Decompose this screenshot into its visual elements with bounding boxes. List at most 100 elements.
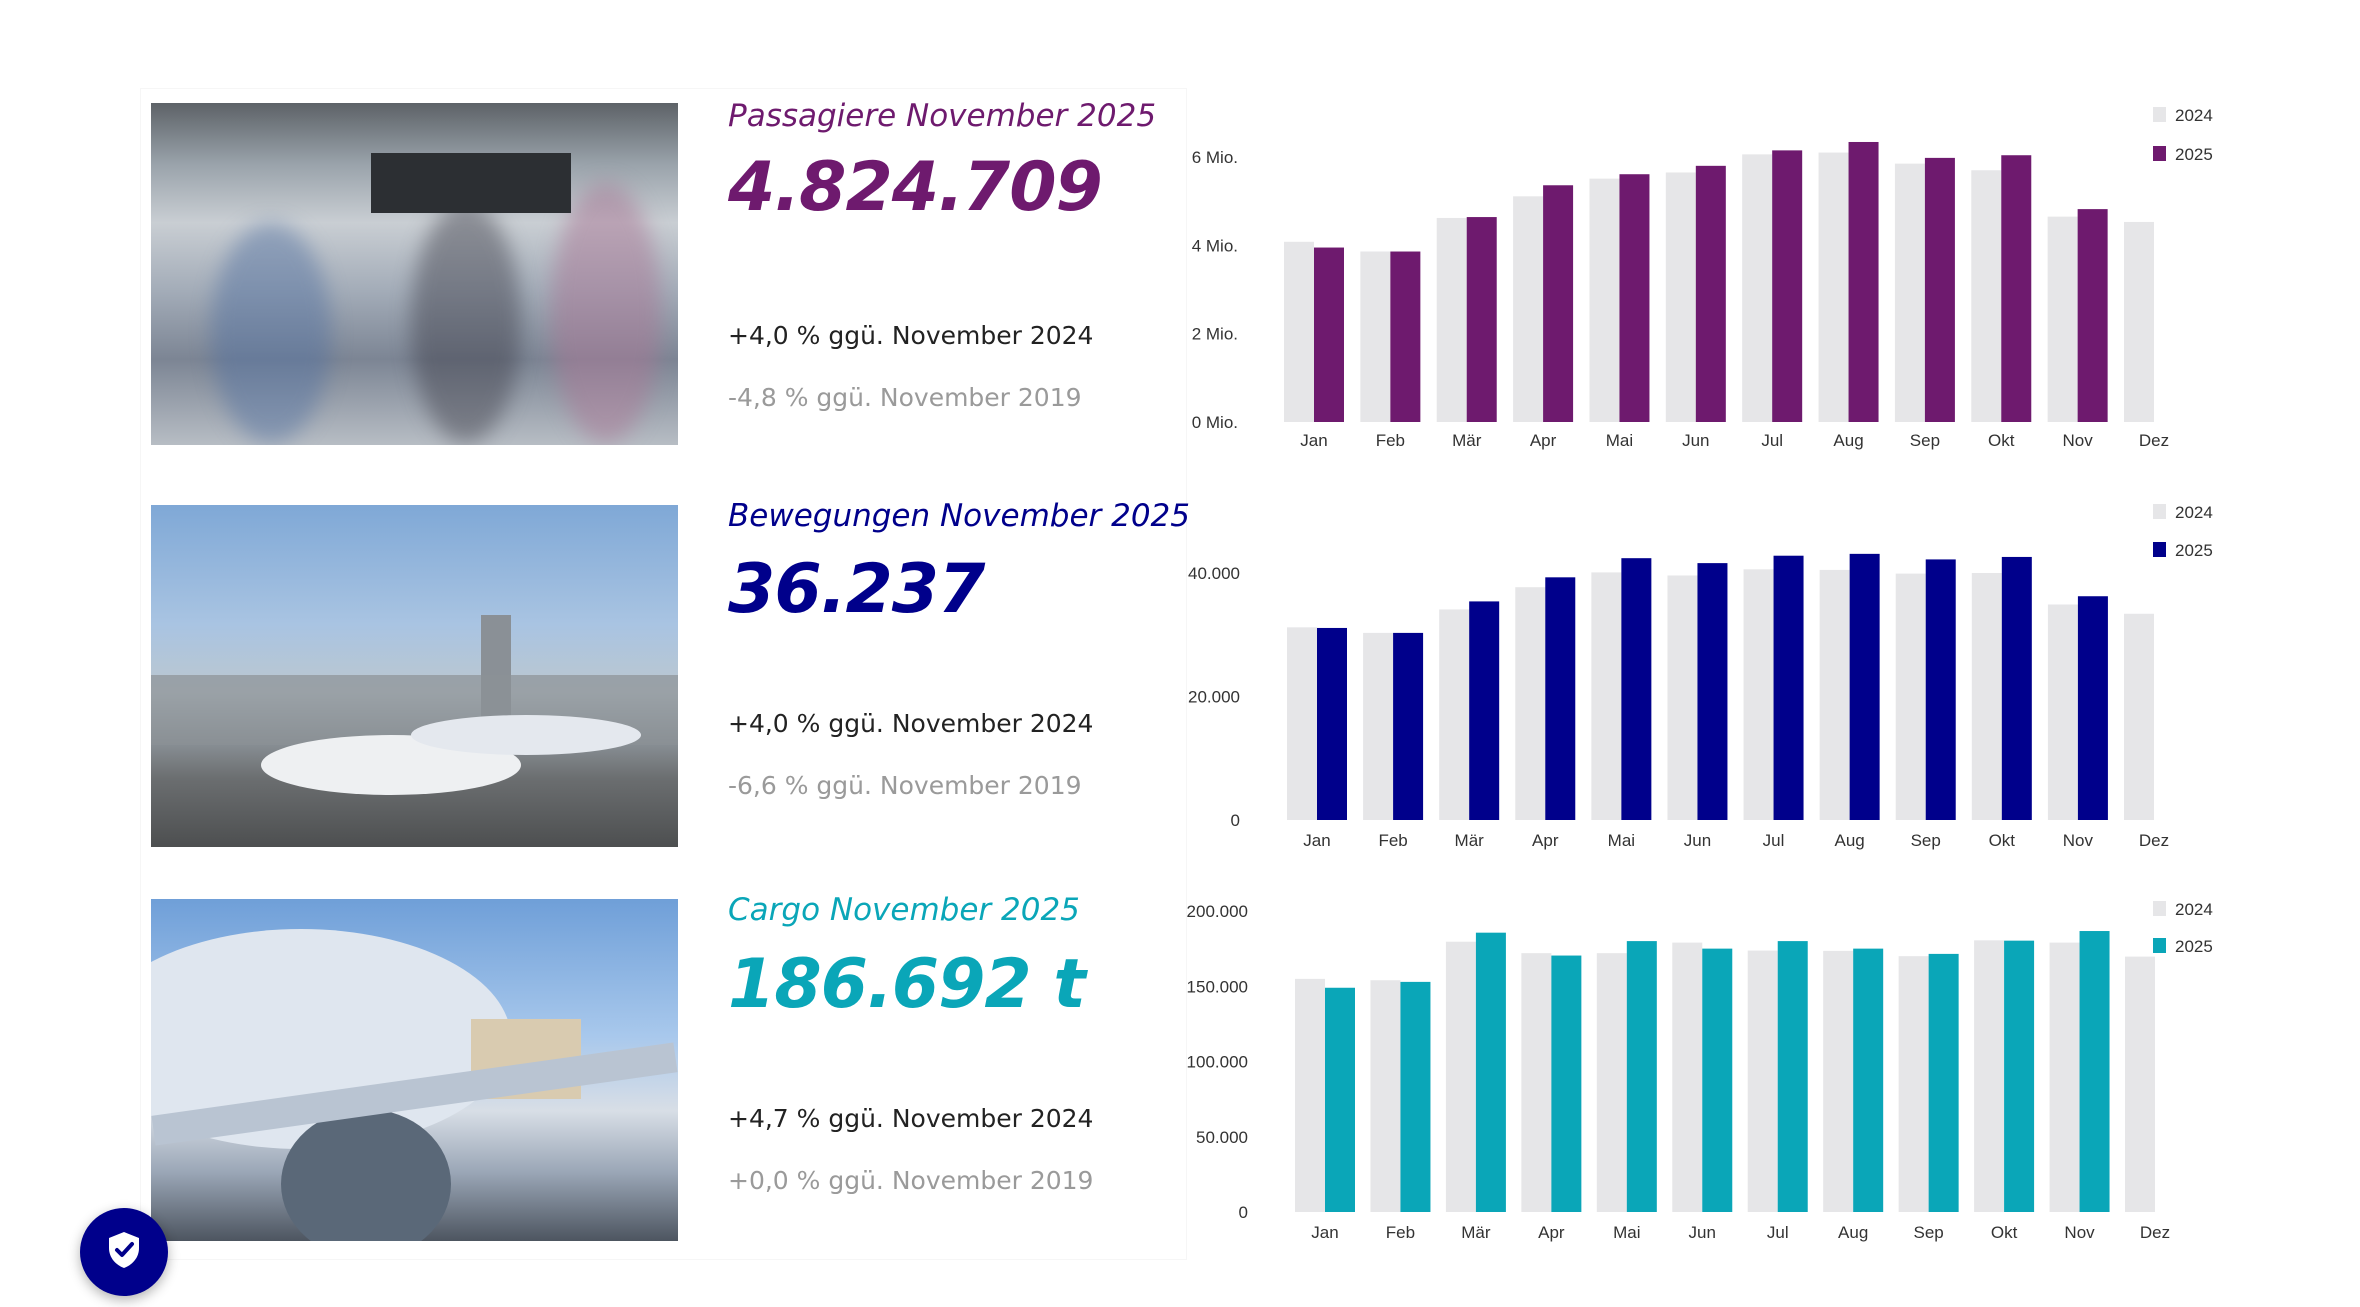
- bar-2025-Apr: [1551, 955, 1582, 1212]
- x-tick-label: Okt: [1991, 1223, 2018, 1242]
- bar-2025-Sep: [1924, 157, 1955, 422]
- bar-2024-Sep: [1895, 573, 1926, 820]
- bar-2024-Aug: [1819, 569, 1850, 820]
- bar-2025-Jul: [1777, 941, 1808, 1212]
- section-title-passengers: Passagiere November 2025: [728, 98, 1157, 134]
- bar-2025-Mai: [1621, 558, 1652, 820]
- bar-2024-Jul: [1747, 950, 1778, 1212]
- bar-2024-Jul: [1742, 154, 1773, 422]
- bar-2025-Jul: [1772, 150, 1803, 422]
- y-tick-label: 100.000: [1187, 1053, 1248, 1072]
- bar-2024-Feb: [1363, 632, 1394, 820]
- bar-2025-Feb: [1393, 632, 1424, 820]
- bar-2025-Apr: [1545, 577, 1576, 820]
- bar-2024-Mär: [1436, 217, 1467, 422]
- x-tick-label: Jul: [1763, 831, 1785, 850]
- bar-2024-Jan: [1295, 978, 1325, 1212]
- bar-2025-Jun: [1697, 563, 1728, 820]
- bar-2025-Jun: [1695, 165, 1726, 423]
- bar-2025-Mär: [1466, 217, 1497, 422]
- bar-2024-Apr: [1513, 196, 1544, 422]
- y-tick-label: 50.000: [1196, 1128, 1248, 1147]
- passengers-terminal-photo: [151, 103, 678, 445]
- bar-2025-Okt: [2001, 155, 2032, 422]
- x-tick-label: Jan: [1303, 831, 1330, 850]
- x-tick-label: Jul: [1761, 431, 1783, 450]
- y-tick-label: 4 Mio.: [1192, 236, 1238, 255]
- x-tick-label: Dez: [2139, 431, 2169, 450]
- x-tick-label: Apr: [1530, 431, 1557, 450]
- bar-2024-Jan: [1284, 241, 1314, 422]
- y-tick-label: 0 Mio.: [1192, 413, 1238, 432]
- x-tick-label: Jan: [1300, 431, 1327, 450]
- legend-label-2025: 2025: [2175, 937, 2213, 956]
- x-tick-label: Sep: [1914, 1223, 1944, 1242]
- x-tick-label: Mai: [1606, 431, 1633, 450]
- x-tick-label: Jun: [1689, 1223, 1716, 1242]
- y-tick-label: 0: [1239, 1203, 1248, 1222]
- x-tick-label: Nov: [2063, 831, 2094, 850]
- bar-2024-Okt: [1971, 170, 2002, 422]
- bar-2025-Jan: [1314, 247, 1344, 422]
- cmp-2019-cargo: +0,0 % ggü. November 2019: [728, 1166, 1094, 1195]
- bar-2024-Jun: [1667, 575, 1698, 820]
- bar-2024-Nov: [2049, 942, 2080, 1212]
- legend-swatch-2025: [2153, 542, 2166, 557]
- x-tick-label: Feb: [1386, 1223, 1415, 1242]
- bar-2024-Okt: [1971, 573, 2002, 820]
- bar-2024-Apr: [1521, 953, 1552, 1212]
- bar-2024-Mär: [1445, 941, 1476, 1212]
- x-tick-label: Okt: [1988, 431, 2015, 450]
- kpi-panel: [140, 88, 1187, 1260]
- legend-label-2025: 2025: [2175, 541, 2213, 560]
- x-tick-label: Mai: [1613, 1223, 1640, 1242]
- bar-2024-Aug: [1823, 950, 1854, 1212]
- privacy-settings-button[interactable]: [80, 1208, 168, 1296]
- cmp-prev-year-passengers: +4,0 % ggü. November 2024: [728, 321, 1094, 350]
- x-tick-label: Jun: [1684, 831, 1711, 850]
- y-tick-label: 0: [1231, 811, 1240, 830]
- bar-2025-Okt: [2001, 556, 2032, 820]
- x-tick-label: Feb: [1376, 431, 1405, 450]
- legend-swatch-2024: [2153, 107, 2166, 122]
- bar-2024-Mai: [1596, 953, 1627, 1212]
- bar-2024-Feb: [1360, 251, 1391, 422]
- bar-2024-Dez: [2124, 613, 2154, 820]
- x-tick-label: Mai: [1608, 831, 1635, 850]
- bar-2025-Feb: [1390, 251, 1421, 422]
- x-tick-label: Mär: [1452, 431, 1482, 450]
- kpi-value-cargo: 186.692 t: [728, 945, 1086, 1024]
- x-tick-label: Dez: [2139, 831, 2169, 850]
- bar-2025-Aug: [1848, 141, 1879, 422]
- bar-2024-Dez: [2124, 221, 2154, 422]
- bar-2024-Sep: [1894, 163, 1925, 422]
- bar-2024-Jan: [1287, 627, 1317, 820]
- x-tick-label: Okt: [1989, 831, 2016, 850]
- x-tick-label: Nov: [2064, 1223, 2095, 1242]
- bar-2025-Sep: [1925, 559, 1956, 820]
- bar-2025-Jun: [1702, 948, 1733, 1212]
- bar-2025-Okt: [2004, 940, 2035, 1212]
- bar-2025-Aug: [1849, 553, 1880, 820]
- cmp-prev-year-cargo: +4,7 % ggü. November 2024: [728, 1104, 1094, 1133]
- bar-2025-Mär: [1469, 601, 1500, 820]
- bar-2025-Aug: [1853, 948, 1884, 1212]
- bar-2025-Mai: [1626, 941, 1657, 1212]
- x-tick-label: Sep: [1910, 431, 1940, 450]
- legend-label-2024: 2024: [2175, 106, 2213, 125]
- legend-swatch-2025: [2153, 938, 2166, 953]
- x-tick-label: Sep: [1911, 831, 1941, 850]
- bar-2025-Nov: [2079, 931, 2110, 1212]
- bar-2024-Jun: [1672, 942, 1703, 1212]
- x-tick-label: Jul: [1767, 1223, 1789, 1242]
- y-tick-label: 20.000: [1188, 688, 1240, 707]
- bar-2024-Okt: [1974, 940, 2005, 1212]
- bar-2025-Feb: [1400, 981, 1431, 1212]
- section-title-cargo: Cargo November 2025: [728, 892, 1080, 928]
- legend-swatch-2024: [2153, 504, 2166, 519]
- x-tick-label: Feb: [1378, 831, 1407, 850]
- bar-2025-Apr: [1543, 185, 1574, 422]
- bar-2024-Dez: [2125, 956, 2155, 1212]
- legend-swatch-2025: [2153, 146, 2166, 161]
- aircraft-apron-photo: [151, 505, 678, 847]
